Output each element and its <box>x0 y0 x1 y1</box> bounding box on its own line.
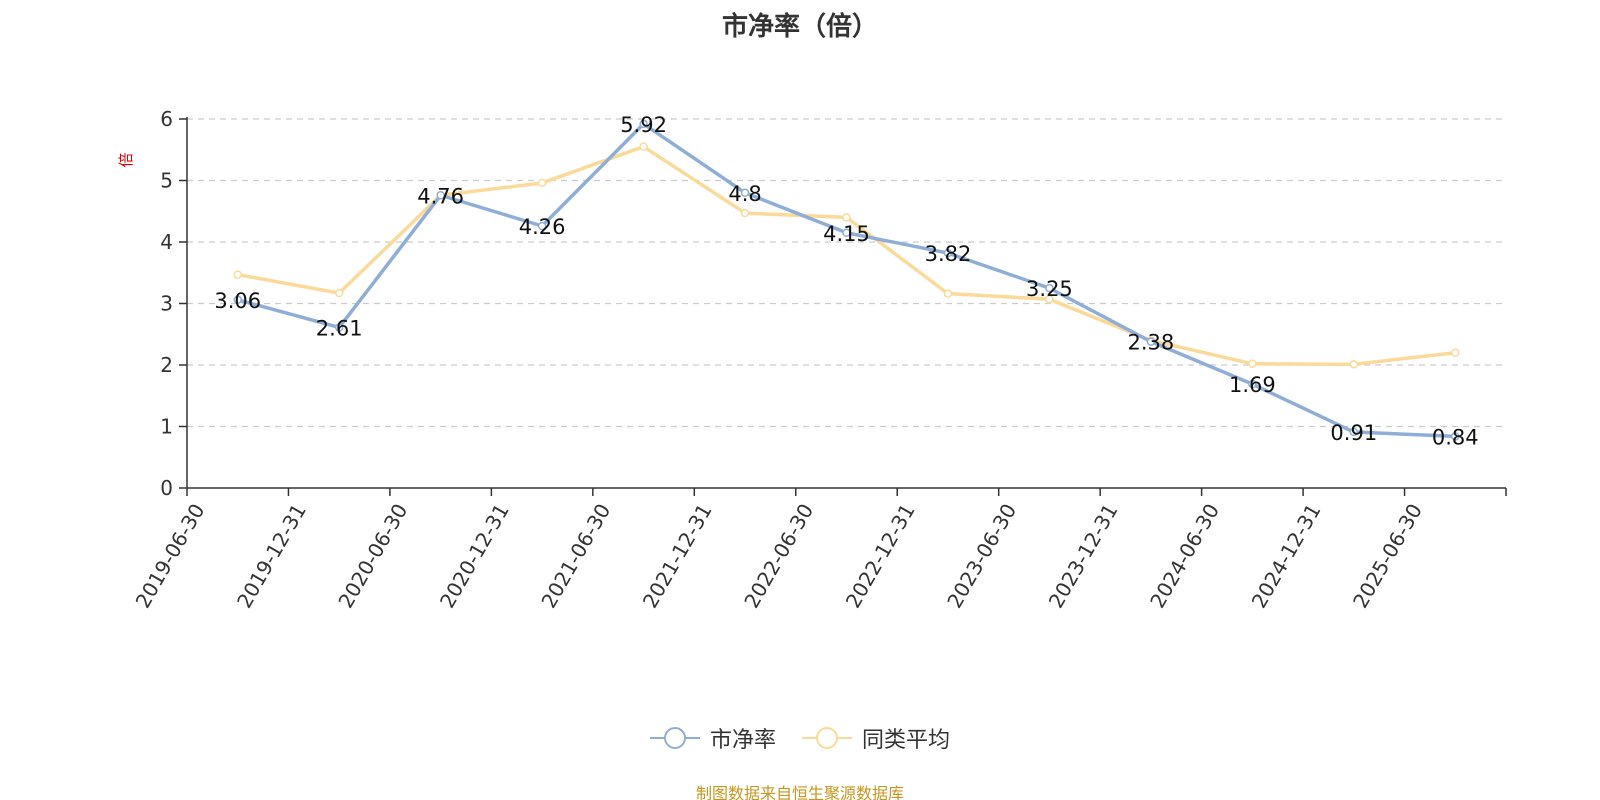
data-label: 0.91 <box>1330 421 1377 445</box>
data-point <box>740 188 750 198</box>
y-tick-label: 5 <box>160 169 173 193</box>
data-label: 2.38 <box>1128 331 1175 355</box>
x-tick-label: 2020-06-30 <box>333 500 412 613</box>
legend-marker-peer-average-icon <box>802 727 852 749</box>
axes: 0 1 2 3 4 5 6 倍 2019-06-30 2019-12-31 2020-06-30 20… <box>117 107 1507 613</box>
data-label: 3.25 <box>1026 277 1073 301</box>
data-point <box>1045 294 1054 304</box>
data-point <box>639 142 648 151</box>
data-label: 2.61 <box>316 316 363 340</box>
x-tick-label: 2020-12-31 <box>435 500 514 613</box>
data-point <box>1146 337 1156 346</box>
x-tick-label: 2023-06-30 <box>942 500 1021 613</box>
data-point <box>1451 348 1460 357</box>
data-label: 5.92 <box>620 113 667 137</box>
x-tick-label: 2021-12-31 <box>638 500 717 613</box>
y-axis-label: 倍 <box>117 152 135 167</box>
x-tick-label: 2019-06-30 <box>131 500 210 613</box>
data-label: 1.69 <box>1229 373 1276 397</box>
series-lines <box>233 119 1460 441</box>
data-point <box>334 288 344 298</box>
data-label: 4.76 <box>417 184 464 208</box>
y-tick-label: 1 <box>160 415 173 439</box>
data-labels: 3.06 2.61 4.76 4.26 5.92 4.8 4.15 3.82 3.25 2.38 1… <box>214 113 1478 449</box>
data-point <box>943 248 953 258</box>
data-source-note: 制图数据来自恒生聚源数据库 <box>695 784 904 800</box>
x-tick-label: 2024-06-30 <box>1145 500 1224 613</box>
y-tick-label: 2 <box>160 353 173 377</box>
grid-lines <box>187 118 1506 428</box>
data-label: 0.84 <box>1432 425 1479 449</box>
data-point <box>233 270 242 279</box>
data-point <box>740 208 750 218</box>
x-tick-label: 2023-12-31 <box>1044 500 1123 613</box>
data-point <box>842 213 851 222</box>
x-tick-label: 2022-12-31 <box>841 500 920 613</box>
data-point <box>1451 432 1460 441</box>
legend-item-peer-average[interactable]: 同类平均 <box>802 722 950 754</box>
data-label: 4.26 <box>519 215 566 239</box>
data-point <box>537 178 547 188</box>
data-point <box>233 295 242 305</box>
y-tick-label: 4 <box>160 230 173 254</box>
y-tick-label: 6 <box>160 107 173 131</box>
data-label: 3.06 <box>214 289 261 313</box>
data-point <box>1349 360 1359 369</box>
data-point <box>1248 379 1257 389</box>
data-point <box>943 289 953 298</box>
data-point <box>1349 427 1359 437</box>
x-tick-label: 2021-06-30 <box>536 500 615 613</box>
legend-label-pb: 市净率 <box>709 728 776 753</box>
legend-item-pb[interactable]: 市净率 <box>649 722 776 754</box>
legend: 市净率 同类平均 <box>0 722 1600 754</box>
series-line-1 <box>237 144 1456 367</box>
x-tick-label: 2025-06-30 <box>1348 500 1427 613</box>
data-point <box>1045 283 1054 293</box>
legend-label-peer-average: 同类平均 <box>862 728 951 753</box>
legend-marker-pb-icon <box>649 727 700 749</box>
data-point <box>639 119 648 129</box>
data-point <box>436 191 445 200</box>
y-tick-label: 3 <box>160 292 173 316</box>
data-point <box>537 221 547 231</box>
x-tick-label: 2022-06-30 <box>739 500 818 613</box>
chart-title: 市净率（倍） <box>721 12 878 42</box>
data-label: 3.82 <box>925 242 972 266</box>
x-tick-label: 2019-12-31 <box>232 500 311 613</box>
x-tick-label: 2024-12-31 <box>1247 500 1326 613</box>
data-point <box>334 323 344 332</box>
data-label: 4.15 <box>823 222 870 246</box>
data-label: 4.8 <box>728 182 761 206</box>
data-point <box>1248 359 1257 369</box>
data-point <box>842 228 851 238</box>
y-tick-label: 0 <box>160 476 173 500</box>
